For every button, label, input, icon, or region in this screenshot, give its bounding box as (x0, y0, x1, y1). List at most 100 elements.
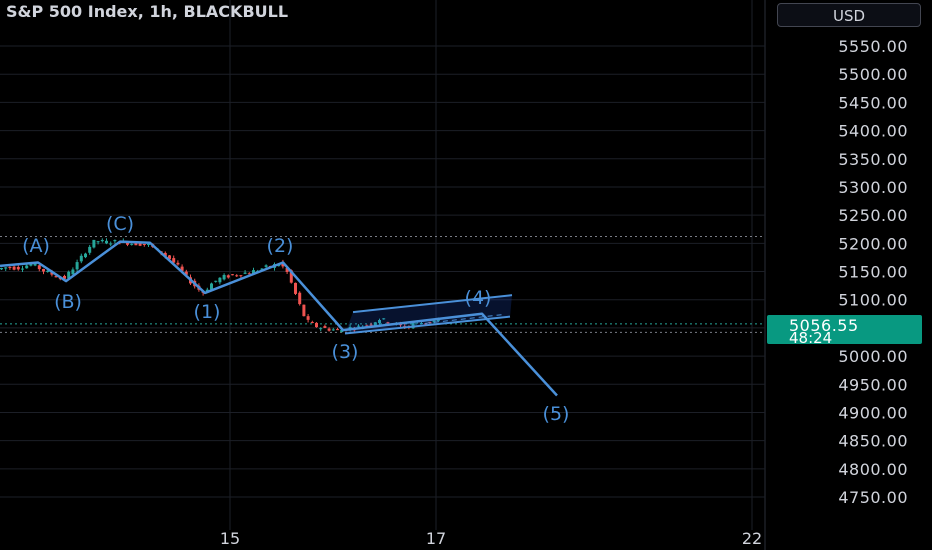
wave-overlay: (A) (B) (C) (1) (2) (3) (4) (5) (0, 213, 569, 425)
candle-body (92, 239, 96, 248)
candle-body (21, 268, 24, 270)
y-axis: 5550.00 5500.00 5450.00 5400.00 5350.00 5300.… (838, 37, 908, 507)
y-tick-label: 4950.00 (838, 375, 908, 394)
channel-midline (424, 313, 506, 324)
candle-body (205, 289, 209, 292)
candle-body (184, 271, 188, 275)
candle-body (348, 327, 352, 330)
candle-body (302, 304, 306, 317)
candle-body (50, 272, 54, 275)
candle-body (16, 266, 20, 270)
bar-countdown: 48:24 (789, 329, 833, 347)
candle-body (222, 274, 226, 280)
candle-body (134, 241, 138, 246)
candle-body (42, 269, 45, 272)
candle-body (126, 242, 129, 245)
y-tick-label: 4900.00 (838, 403, 908, 422)
candle-body (71, 269, 75, 275)
grid (0, 0, 766, 550)
candle-body (226, 275, 230, 278)
candle-body (168, 255, 171, 260)
candle-body (79, 255, 83, 262)
candle-body (420, 323, 423, 325)
wave-label: (A) (22, 235, 50, 257)
wave-label: (5) (543, 403, 570, 425)
currency-selector[interactable]: USD (777, 3, 921, 27)
y-tick-label: 5200.00 (838, 234, 908, 253)
candle-body (306, 316, 310, 320)
wave-label: (2) (267, 235, 294, 257)
chart-title: S&P 500 Index, 1h, BLACKBULL (6, 2, 289, 21)
candle-body (138, 243, 142, 246)
candle-body (365, 325, 369, 327)
candle-body (25, 265, 29, 269)
wave-label: (3) (332, 341, 359, 363)
candle-body (382, 318, 386, 320)
candle-body (218, 277, 222, 283)
candle-body (46, 270, 50, 273)
candle-body (285, 267, 289, 272)
candle-body (239, 275, 243, 277)
candle-body (142, 243, 146, 245)
candle-body (340, 329, 344, 333)
y-tick-label: 5150.00 (838, 263, 908, 282)
candle-body (33, 263, 37, 266)
candle-body (113, 240, 117, 242)
candle-body (8, 266, 12, 268)
elliott-wave-line (0, 240, 558, 397)
candle-body (378, 320, 381, 324)
candle-body (37, 265, 41, 270)
candle-body (327, 328, 331, 331)
y-tick-label: 5550.00 (838, 37, 908, 56)
candle-body (88, 246, 92, 253)
y-tick-label: 4850.00 (838, 432, 908, 451)
x-tick-label: 17 (426, 529, 446, 548)
candle-body (336, 329, 339, 331)
candle-body (436, 319, 440, 322)
y-tick-label: 5300.00 (838, 178, 908, 197)
candle-body (247, 273, 251, 275)
y-tick-label: 4800.00 (838, 460, 908, 479)
candle-body (294, 282, 297, 294)
wave-label: (B) (54, 291, 82, 313)
candle-body (29, 263, 33, 266)
candle-body (331, 329, 335, 331)
candle-body (235, 275, 239, 277)
candle-body (176, 262, 180, 265)
candle-body (243, 272, 247, 274)
wave-label: (1) (194, 301, 221, 323)
candle-body (289, 270, 293, 283)
candle-body (214, 280, 218, 282)
candle-body (0, 268, 3, 270)
candle-body (323, 326, 327, 328)
y-tick-label: 5400.00 (838, 122, 908, 141)
channel-upper-line (352, 294, 513, 314)
candle-body (96, 241, 100, 243)
wave-label: (4) (465, 287, 492, 309)
x-tick-label: 15 (220, 529, 240, 548)
candle-body (315, 322, 318, 328)
candle-body (231, 274, 234, 276)
candle-body (281, 262, 285, 267)
y-tick-label: 4750.00 (838, 488, 908, 507)
candle-body (369, 324, 373, 326)
candle-body (310, 321, 314, 323)
y-tick-label: 5500.00 (838, 65, 908, 84)
candle-body (4, 267, 8, 269)
candle-body (432, 320, 436, 323)
y-tick-label: 5250.00 (838, 206, 908, 225)
candle-body (163, 252, 167, 257)
candle-body (252, 270, 255, 274)
y-tick-label: 5000.00 (838, 347, 908, 366)
candle-body (260, 268, 264, 270)
candle-body (63, 275, 66, 279)
candle-body (298, 292, 302, 305)
last-price: 5056.55 (789, 316, 859, 335)
candle-body (264, 265, 268, 267)
y-tick-label: 5450.00 (838, 93, 908, 112)
candle-body (130, 243, 134, 245)
y-tick-label: 5350.00 (838, 150, 908, 169)
candle-body (319, 328, 323, 330)
candle-body (210, 283, 213, 290)
